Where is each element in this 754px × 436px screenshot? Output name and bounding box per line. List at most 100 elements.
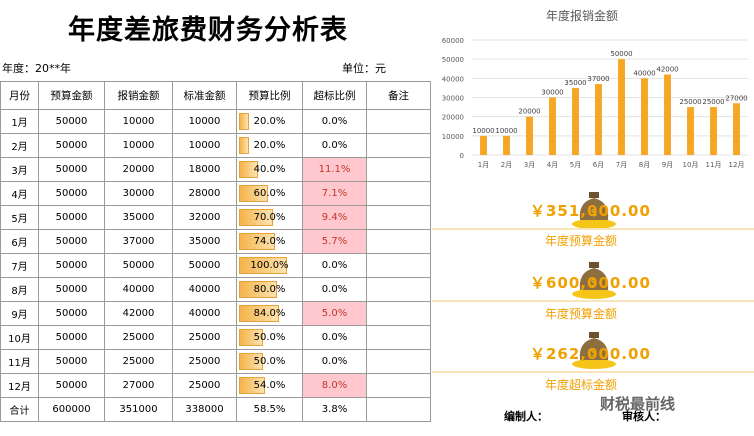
standard-cell: 25000 — [172, 349, 237, 374]
budget-ratio-bar — [239, 353, 263, 370]
summary-amount-3: ￥262,000.00 — [530, 345, 651, 363]
header-standard: 标准金额 — [172, 81, 237, 110]
over-ratio-cell: 0.0% — [302, 133, 367, 158]
over-ratio-cell: 5.0% — [302, 301, 367, 326]
reimb-cell: 30000 — [104, 181, 173, 206]
budget-ratio-text: 50.0% — [253, 332, 286, 343]
data-label: 37000 — [587, 75, 609, 83]
table-row: 12月 50000 27000 25000 54.0% 8.0% — [0, 373, 431, 398]
budget-ratio-text: 80.0% — [253, 284, 286, 295]
standard-cell: 50000 — [172, 253, 237, 278]
budget-ratio-cell: 84.0% — [236, 301, 303, 326]
budget-ratio-cell: 40.0% — [236, 157, 303, 182]
budget-ratio-text: 84.0% — [253, 308, 286, 319]
table-row: 6月 50000 37000 35000 74.0% 5.7% — [0, 229, 431, 254]
y-tick-label: 60000 — [442, 37, 464, 45]
header-month: 月份 — [0, 81, 39, 110]
over-ratio-cell: 8.0% — [302, 373, 367, 398]
month-cell: 11月 — [0, 349, 39, 374]
data-label: 40000 — [633, 69, 655, 77]
x-tick-label: 6月 — [593, 161, 604, 169]
standard-cell: 32000 — [172, 205, 237, 230]
y-tick-label: 20000 — [442, 114, 464, 122]
budget-ratio-bar — [239, 377, 265, 394]
budget-ratio-cell: 50.0% — [236, 325, 303, 350]
over-ratio-cell: 0.0% — [302, 325, 367, 350]
table-row: 1月 50000 10000 10000 20.0% 0.0% — [0, 109, 431, 134]
table-header-row: 月份 预算金额 报销金额 标准金额 预算比例 超标比例 备注 — [0, 81, 431, 110]
page-title: 年度差旅费财务分析表 — [68, 15, 348, 46]
reimb-cell: 10000 — [104, 109, 173, 134]
total-month-cell: 合计 — [0, 397, 39, 422]
table-row: 5月 50000 35000 32000 70.0% 9.4% — [0, 205, 431, 230]
preparer-label: 编制人： — [504, 410, 548, 423]
month-cell: 2月 — [0, 133, 39, 158]
bar-6月 — [595, 84, 602, 155]
total-budget-cell: 600000 — [38, 397, 105, 422]
month-cell: 4月 — [0, 181, 39, 206]
money-bag-icon: $ — [572, 262, 616, 299]
budget-ratio-text: 54.0% — [253, 380, 286, 391]
summary-amount-1: ￥351,000.00 — [530, 202, 651, 220]
header-budget-ratio: 预算比例 — [236, 81, 303, 110]
budget-cell: 50000 — [38, 277, 105, 302]
note-cell — [366, 349, 431, 374]
budget-ratio-bar — [239, 281, 278, 298]
data-label: 27000 — [725, 94, 747, 102]
header-note: 备注 — [366, 81, 431, 110]
budget-ratio-text: 20.0% — [253, 140, 286, 151]
reimb-cell: 27000 — [104, 373, 173, 398]
x-tick-label: 1月 — [478, 161, 489, 169]
bar-11月 — [710, 107, 717, 155]
reimb-cell: 25000 — [104, 325, 173, 350]
x-tick-label: 5月 — [570, 161, 581, 169]
note-cell — [366, 253, 431, 278]
budget-ratio-bar — [239, 113, 249, 130]
budget-ratio-cell: 20.0% — [236, 133, 303, 158]
budget-ratio-bar — [239, 233, 275, 250]
total-row: 合计 600000 351000 338000 58.5% 3.8% — [0, 397, 431, 422]
y-tick-label: 30000 — [442, 95, 464, 103]
y-tick-label: 40000 — [442, 75, 464, 83]
budget-ratio-bar — [239, 185, 268, 202]
month-cell: 12月 — [0, 373, 39, 398]
budget-ratio-cell: 74.0% — [236, 229, 303, 254]
over-ratio-cell: 9.4% — [302, 205, 367, 230]
x-tick-label: 2月 — [501, 161, 512, 169]
standard-cell: 10000 — [172, 133, 237, 158]
table-row: 2月 50000 10000 10000 20.0% 0.0% — [0, 133, 431, 158]
table-row: 3月 50000 20000 18000 40.0% 11.1% — [0, 157, 431, 182]
summary-amount-2: ￥600,000.00 — [530, 274, 651, 292]
chart-title: 年度报销金额 — [546, 8, 618, 23]
bar-5月 — [572, 87, 579, 155]
note-cell — [366, 277, 431, 302]
note-cell — [366, 205, 431, 230]
over-ratio-cell: 7.1% — [302, 181, 367, 206]
bar-7月 — [618, 59, 625, 155]
x-tick-label: 12月 — [729, 161, 745, 169]
header-budget: 预算金额 — [38, 81, 105, 110]
budget-cell: 50000 — [38, 253, 105, 278]
data-label: 25000 — [679, 98, 701, 106]
svg-text:$: $ — [591, 206, 598, 219]
budget-cell: 50000 — [38, 181, 105, 206]
x-tick-label: 7月 — [616, 161, 627, 169]
svg-text:$: $ — [591, 276, 598, 289]
bar-3月 — [526, 116, 533, 155]
budget-ratio-text: 50.0% — [253, 356, 286, 367]
reimb-cell: 50000 — [104, 253, 173, 278]
summary-caption-3: 年度超标金额 — [545, 378, 618, 392]
table-row: 4月 50000 30000 28000 60.0% 7.1% — [0, 181, 431, 206]
data-label: 25000 — [702, 98, 724, 106]
budget-cell: 50000 — [38, 133, 105, 158]
data-label: 10000 — [472, 127, 494, 135]
budget-cell: 50000 — [38, 325, 105, 350]
money-bag-icon: $ — [572, 332, 616, 369]
budget-ratio-text: 74.0% — [253, 236, 286, 247]
month-cell: 1月 — [0, 109, 39, 134]
budget-ratio-cell: 54.0% — [236, 373, 303, 398]
y-tick-label: 0 — [460, 152, 464, 160]
note-cell — [366, 133, 431, 158]
total-budget_ratio-cell: 58.5% — [236, 397, 303, 422]
x-tick-label: 8月 — [639, 161, 650, 169]
